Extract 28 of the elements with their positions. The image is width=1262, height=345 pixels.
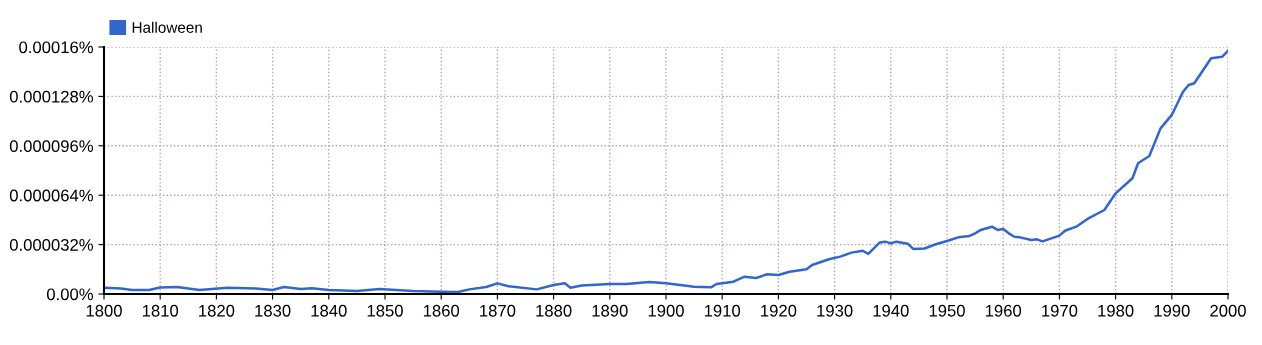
x-tick-label: 1930 — [817, 304, 853, 317]
x-tick-label: 1920 — [761, 304, 797, 317]
y-tick-label: 0.000128% — [9, 90, 93, 103]
x-tick-label: 1950 — [929, 304, 965, 317]
x-tick-label: 1940 — [873, 304, 909, 317]
x-tick-label: 1850 — [367, 304, 403, 317]
x-tick-label: 1810 — [142, 304, 179, 317]
y-tick-label: 0.000096% — [9, 140, 93, 152]
y-tick-label: 0.00016% — [19, 41, 93, 54]
legend-label: Halloween — [132, 21, 202, 33]
y-tick-label: 0.000064% — [9, 189, 93, 202]
x-tick-label: 1980 — [1098, 304, 1134, 317]
y-tick-label: 0.000032% — [9, 239, 93, 251]
x-tick-label: 1990 — [1154, 304, 1190, 317]
x-tick-label: 1910 — [704, 304, 741, 317]
x-tick-label: 1960 — [985, 304, 1022, 317]
x-tick-label: 1830 — [255, 304, 291, 317]
x-tick-label: 1840 — [311, 304, 347, 317]
x-tick-label: 1880 — [536, 304, 572, 317]
x-tick-label: 1870 — [480, 304, 516, 317]
x-tick-label: 1970 — [1042, 304, 1078, 317]
x-tick-label: 1800 — [86, 304, 122, 317]
x-tick-label: 1820 — [199, 304, 235, 317]
x-tick-label: 1890 — [592, 304, 628, 317]
x-tick-label: 1860 — [423, 304, 460, 317]
x-tick-label: 1900 — [648, 304, 684, 317]
y-tick-label: 0.00% — [46, 288, 93, 301]
x-tick-label: 2000 — [1210, 304, 1246, 317]
